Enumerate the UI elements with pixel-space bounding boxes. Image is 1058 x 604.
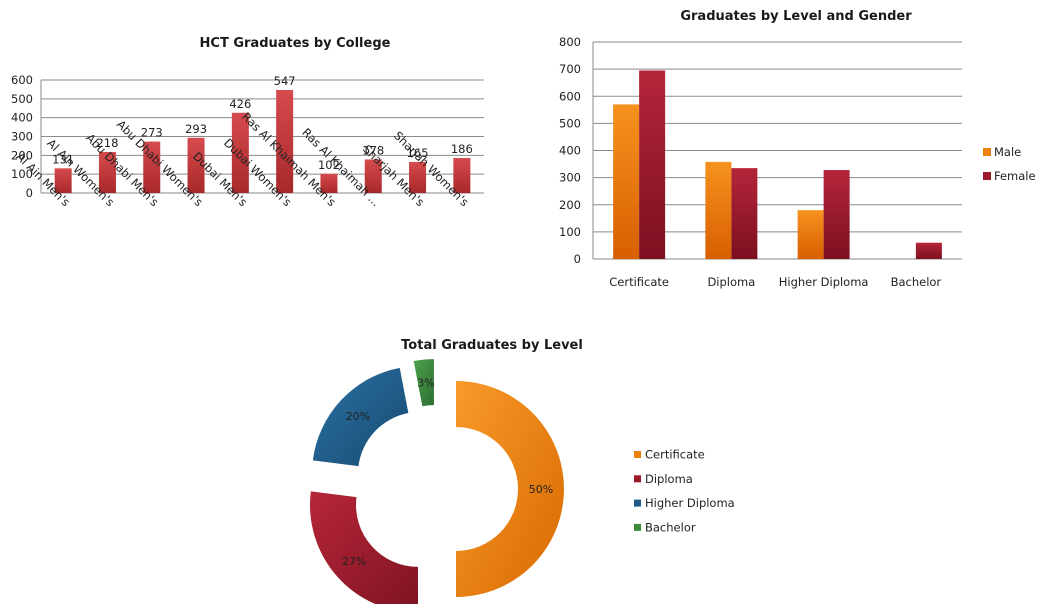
bar-al-ain-men-s	[54, 168, 72, 193]
legend-swatch-higher-diploma	[634, 499, 641, 507]
legend-label: Diploma	[645, 472, 693, 486]
slice-diploma	[310, 491, 418, 604]
legend-swatch-certificate	[634, 451, 641, 458]
legend-label: Male	[994, 145, 1021, 159]
bar-male-certificate	[613, 104, 640, 259]
data-label: 178	[362, 143, 384, 157]
bar-female-bachelor	[915, 242, 942, 259]
y-tick-label: 100	[559, 225, 581, 239]
bar-dubai-men-s	[231, 112, 249, 193]
legend-swatch-diploma	[634, 475, 641, 483]
data-label: 165	[407, 146, 429, 160]
bar-abu-dhabi-women-s	[187, 137, 205, 193]
bar-al-ain-women-s	[98, 151, 116, 193]
y-tick-label: 200	[11, 148, 33, 162]
bar-male-higher-diploma	[797, 210, 824, 259]
y-tick-label: 300	[559, 171, 581, 185]
data-label: 131	[52, 152, 74, 166]
chart-title: HCT Graduates by College	[200, 36, 391, 51]
bar-sharjah-women-s	[453, 157, 471, 193]
y-tick-label: 200	[559, 198, 581, 212]
bar-male-diploma	[705, 161, 732, 259]
y-tick-label: 600	[11, 73, 33, 87]
y-tick-label: 500	[559, 116, 581, 130]
legend-label: Female	[994, 169, 1036, 183]
bar-ras-al-khaimah-men-s	[320, 173, 338, 193]
level-doughnut-chart: Total Graduates by Level 50% 27% 20% 3% Certi…	[310, 338, 735, 604]
bar-ras-al-khaimah	[364, 159, 382, 193]
x-tick-label: Diploma	[707, 275, 755, 289]
legend-label: Bachelor	[645, 520, 696, 534]
bar-abu-dhabi-men-s	[143, 141, 161, 193]
y-tick-label: 400	[559, 144, 581, 158]
x-tick-label: Bachelor	[891, 275, 942, 289]
slice-label: 27%	[342, 555, 366, 568]
y-tick-label: 300	[11, 130, 33, 144]
slice-bachelor	[413, 359, 434, 407]
bar-sharjah-men-s	[409, 161, 427, 193]
slice-label: 3%	[417, 376, 434, 389]
chart-title: Graduates by Level and Gender	[680, 9, 912, 24]
legend-label: Higher Diploma	[645, 496, 735, 510]
x-tick-label: Certificate	[609, 275, 669, 289]
data-label: 547	[274, 74, 296, 88]
y-tick-label: 700	[559, 62, 581, 76]
bar-female-diploma	[731, 168, 758, 259]
legend: Certificate Diploma Higher Diploma Bachelor	[634, 448, 735, 534]
data-label: 186	[451, 142, 473, 156]
x-tick-label: Higher Diploma	[779, 275, 869, 289]
data-label: 293	[185, 122, 207, 136]
slice-label: 20%	[346, 410, 370, 423]
bar-dubai-women-s	[276, 89, 294, 193]
legend-label: Certificate	[645, 448, 705, 462]
slice-label: 50%	[529, 483, 553, 496]
bar-female-higher-diploma	[823, 170, 850, 259]
legend: Male Female	[983, 145, 1036, 183]
y-tick-label: 0	[26, 186, 33, 200]
bar-female-certificate	[639, 70, 666, 259]
slice-higher-diploma	[312, 367, 409, 467]
chart-title: Total Graduates by Level	[401, 338, 583, 353]
y-tick-label: 100	[11, 167, 33, 181]
college-bar-chart: HCT Graduates by College 0 100 200 300 400 500…	[11, 36, 484, 209]
legend-swatch-female	[983, 172, 991, 180]
slice-certificate	[456, 381, 564, 597]
legend-swatch-male	[983, 148, 991, 156]
data-label: 426	[229, 97, 251, 111]
y-tick-label: 500	[11, 92, 33, 106]
legend-swatch-bachelor	[634, 523, 641, 531]
data-label: 102	[318, 158, 340, 172]
y-tick-label: 0	[574, 252, 581, 266]
data-label: 273	[141, 126, 163, 140]
y-tick-label: 400	[11, 111, 33, 125]
y-tick-label: 600	[559, 89, 581, 103]
y-tick-label: 800	[559, 35, 581, 49]
data-label: 218	[96, 136, 118, 150]
level-gender-bar-chart: Graduates by Level and Gender 0 100 200 300 4…	[559, 9, 1036, 289]
